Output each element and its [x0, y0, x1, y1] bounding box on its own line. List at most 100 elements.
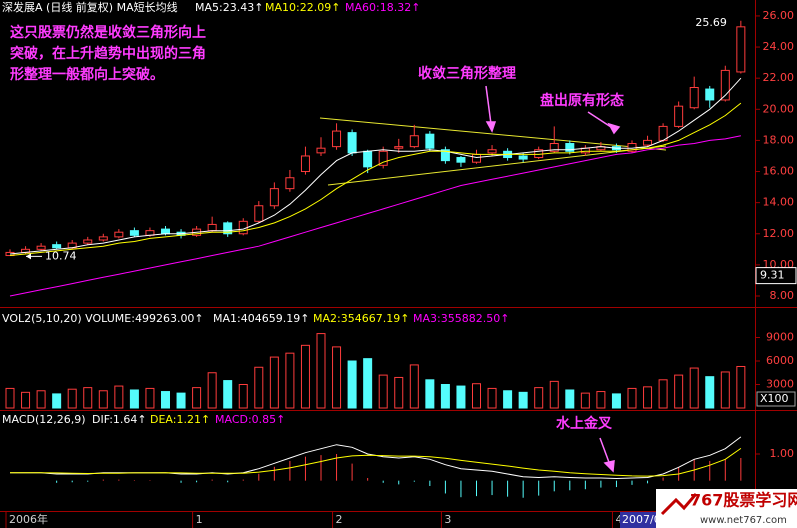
volume-bar	[596, 391, 606, 409]
volume-bar	[425, 379, 435, 409]
note-line: 这只股票仍然是收敛三角形向上	[10, 24, 206, 41]
volume-bar	[363, 358, 373, 409]
candle-body	[332, 130, 342, 148]
y-tick-label: 26.00	[763, 9, 795, 22]
candle-body	[300, 155, 310, 173]
volume-bar	[36, 390, 46, 409]
legend-entry: MA5:23.43↑	[195, 1, 263, 14]
ma-line	[9, 102, 742, 256]
candle-body	[52, 244, 62, 249]
candle-body	[83, 239, 93, 244]
volume-bar	[456, 385, 466, 409]
candle-body	[689, 87, 699, 109]
watermark-url: www.net767.com	[700, 515, 787, 526]
volume-bar	[518, 391, 528, 409]
triangle	[319, 117, 667, 186]
legend-entry: MA2:354667.19↑	[313, 312, 409, 325]
candle-body	[207, 223, 217, 232]
candle-body	[269, 188, 279, 207]
candle-body	[720, 69, 730, 101]
max-label: 25.69	[695, 16, 727, 29]
candle-body	[378, 150, 388, 166]
frame	[0, 0, 797, 512]
candle-body	[98, 236, 108, 241]
min-arrow-head	[26, 253, 31, 260]
candle-body	[36, 245, 46, 250]
volume-bar	[720, 371, 730, 409]
ma-line	[9, 135, 742, 297]
legend-entry: MA60:18.32↑	[345, 1, 420, 14]
y-tick-label: 16.00	[763, 165, 795, 178]
triangle-lower	[327, 145, 667, 186]
arrow	[485, 85, 492, 125]
y-tick-label: 9000	[766, 331, 794, 344]
volume-bar	[114, 385, 124, 409]
candle-body	[674, 105, 684, 127]
candle-body	[549, 143, 559, 152]
volume-bar	[705, 376, 715, 409]
volume-bar	[689, 367, 699, 409]
x-tick-label: 4	[615, 513, 622, 526]
candle-body	[394, 146, 404, 149]
x-tick-label: 1	[196, 513, 203, 526]
volume-bar	[736, 365, 746, 409]
y-tick-label: 8.00	[770, 289, 795, 302]
volume-bar	[129, 389, 139, 409]
legend-entry: MA1:404659.19↑	[213, 312, 309, 325]
candle-body	[425, 133, 435, 149]
volume-bar	[549, 380, 559, 409]
volume-bar	[658, 379, 668, 409]
arrows	[485, 85, 621, 473]
legend-entry: DEA:1.21↑	[150, 413, 210, 426]
volume-bar	[192, 387, 202, 409]
volume-bar	[207, 372, 217, 409]
x-tick-label: 3	[444, 513, 451, 526]
candle-body	[472, 153, 481, 163]
candle-body	[223, 222, 233, 235]
candle-body	[285, 177, 295, 190]
volume-bar	[52, 393, 62, 409]
volume-bar	[5, 387, 15, 409]
candle-body	[705, 88, 715, 101]
y-tick-label: 18.00	[763, 133, 795, 146]
note-line: 突破，在上升趋势中出现的三角	[10, 45, 206, 62]
arrow-head	[603, 460, 615, 473]
candle-body	[565, 143, 575, 152]
chart-title: VOL2(5,10,20) VOLUME:499263.00↑	[2, 312, 204, 325]
volume-bar	[534, 387, 544, 409]
arrow-head	[485, 121, 497, 133]
volume-bar	[643, 386, 653, 409]
cursor-date-box	[620, 512, 660, 528]
watermark-box	[656, 489, 797, 528]
macd-line	[10, 447, 742, 477]
volume-bar	[285, 352, 295, 409]
volume-bar	[67, 388, 77, 409]
candle-body	[129, 230, 139, 236]
legend-entry: DIF:1.64↑	[92, 413, 147, 426]
volume-bar	[580, 392, 590, 409]
y-tick-label: 6000	[766, 354, 794, 367]
triangle-label: 收敛三角形整理	[418, 65, 516, 82]
cursor-price-box	[755, 267, 797, 285]
candle-body	[736, 26, 746, 73]
arrow	[599, 437, 611, 466]
volume-bar	[223, 380, 233, 409]
volume-bar	[98, 390, 108, 409]
candle-body	[409, 135, 419, 148]
chart-title: MACD(12,26,9)	[2, 413, 86, 426]
volume-bar	[627, 387, 637, 409]
volume-bar	[611, 393, 621, 409]
cross-label: 水上金叉	[556, 415, 613, 432]
legend-entry: MACD:0.85↑	[215, 413, 285, 426]
ma-line	[9, 77, 742, 255]
volume-bar	[472, 383, 481, 409]
volume-bar	[269, 356, 279, 409]
volume-bar	[300, 344, 310, 409]
arrow-head	[607, 122, 621, 135]
volume-bar	[394, 376, 404, 409]
breakout-label: 盘出原有形态	[540, 92, 624, 109]
y-tick-label: 24.00	[763, 40, 795, 53]
